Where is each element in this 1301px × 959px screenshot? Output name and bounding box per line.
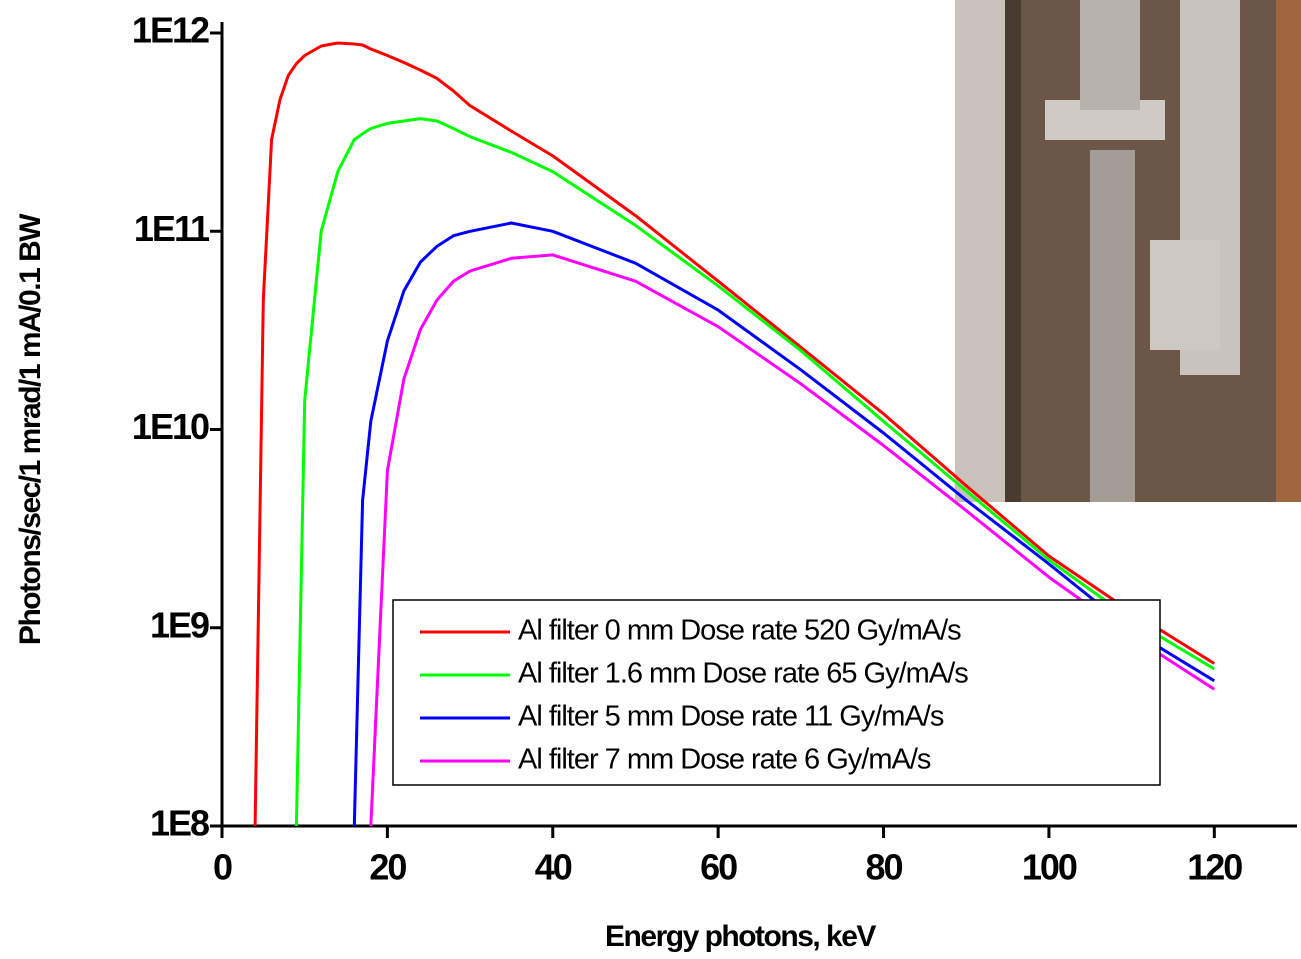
y-tick-label: 1E9: [150, 604, 209, 645]
x-tick-label: 80: [866, 847, 903, 888]
y-tick-label: 1E8: [150, 803, 209, 844]
legend-label: Al filter 1.6 mm Dose rate 65 Gy/mA/s: [518, 658, 968, 690]
series-line: [294, 117, 1216, 827]
inset-photo: [955, 0, 1301, 502]
x-tick-label: 40: [535, 847, 572, 888]
series-line: [352, 221, 1216, 827]
legend-label: Al filter 7 mm Dose rate 6 Gy/mA/s: [518, 744, 931, 776]
x-tick-label: 100: [1022, 847, 1077, 888]
legend-label: Al filter 0 mm Dose rate 520 Gy/mA/s: [518, 615, 961, 647]
x-tick-label: 60: [700, 847, 737, 888]
legend-label: Al filter 5 mm Dose rate 11 Gy/mA/s: [518, 701, 944, 733]
series-line: [369, 253, 1216, 827]
x-axis-title: Energy photons, keV: [605, 920, 876, 953]
x-tick-label: 0: [213, 847, 232, 888]
series-line: [253, 41, 1216, 827]
y-tick-label: 1E11: [134, 208, 210, 249]
y-tick-label: 1E12: [132, 10, 209, 51]
legend-box: [392, 599, 1161, 786]
legend: Al filter 0 mm Dose rate 520 Gy/mA/s Al f…: [392, 599, 1161, 786]
y-tick-label: 1E10: [132, 406, 209, 447]
x-tick-label: 120: [1187, 847, 1242, 888]
x-tick-label: 20: [369, 847, 406, 888]
y-axis-title: Photons/sec/1 mrad/1 mA/0.1 BW: [14, 213, 47, 645]
